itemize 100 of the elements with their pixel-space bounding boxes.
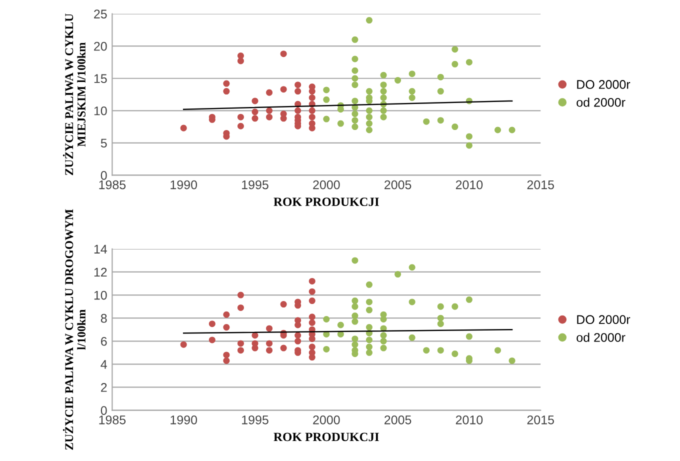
point [223,357,230,364]
point [366,336,372,344]
point [308,288,316,295]
point [352,82,358,88]
y-tick-label: 25 [94,10,107,18]
point [294,107,302,114]
point [408,298,416,306]
legend-label: DO 2000r [577,80,630,89]
point [237,304,244,311]
y-tick-label: 15 [94,74,107,84]
point [452,60,458,68]
point [223,324,230,331]
x-tick-label: 2005 [384,180,412,190]
point [266,325,273,332]
point [437,314,444,322]
point [494,347,502,354]
point [466,296,472,303]
point [352,298,358,304]
legend-label: od 2000r [576,98,626,107]
point [308,94,316,101]
point [237,347,244,354]
point [323,116,330,122]
point [352,67,358,74]
point [337,120,344,127]
x-tick-label: 1990 [170,415,198,424]
point [466,142,472,149]
point [352,336,358,342]
point [294,332,302,339]
y-tick-label: 4 [100,360,107,369]
point [294,88,302,95]
point [366,349,372,356]
point [266,107,273,114]
y-tick-label: 12 [94,268,107,277]
y-tick-label: 0 [100,170,107,180]
point [252,98,258,104]
point [223,88,230,95]
point [180,341,187,348]
point [308,354,316,361]
y-tick-label: 14 [94,244,107,254]
point [337,106,344,113]
point [394,77,402,84]
point [366,324,372,331]
x-tick-label: 1995 [242,415,268,424]
point [294,338,302,344]
y-tick-label: 20 [94,42,107,51]
point [308,319,316,326]
point [380,94,387,101]
point [308,298,316,304]
point [452,124,458,130]
legend-label: od 2000r [576,332,626,342]
point [437,117,444,124]
point [366,114,372,120]
x-tick-label: 2010 [456,415,483,424]
point [280,86,287,93]
point [366,281,372,288]
x-tick-label: 1985 [99,415,126,424]
point [323,96,330,103]
x-tick-label: 1995 [242,180,268,190]
point [380,114,387,120]
y-tick-label: 8 [100,314,107,323]
point [366,88,372,95]
point [352,117,358,124]
point [437,347,444,354]
point [466,58,472,66]
y-tick-label: 10 [94,290,107,300]
point [394,271,402,278]
point [252,115,258,122]
point [308,88,316,95]
x-tick-label: 2005 [384,415,412,424]
point [494,126,502,134]
point [352,303,358,310]
point [308,107,316,114]
point [252,344,258,352]
point [323,316,330,322]
point [352,341,358,348]
x-axis-title: ROK PRODUKCJI [274,198,379,206]
point [223,352,230,358]
point [237,52,244,60]
point [308,344,316,350]
point [208,320,216,328]
point [408,334,416,341]
point [308,336,316,342]
point [366,306,372,314]
point [252,108,258,116]
x-tick-label: 2000 [313,180,340,190]
point [380,316,387,322]
y-axis-title: ZUŻYCIE PALIWA W CYKLU DROGOWYM l/100km [62,209,86,450]
point [366,17,372,24]
point [323,346,330,352]
point [366,298,372,306]
point [352,110,358,118]
point [452,350,458,358]
point [352,312,358,320]
point [508,126,516,134]
point [308,114,316,120]
point [437,74,444,80]
point [308,278,316,284]
point [423,347,430,354]
x-tick-label: 1985 [99,180,126,190]
point [366,107,372,114]
